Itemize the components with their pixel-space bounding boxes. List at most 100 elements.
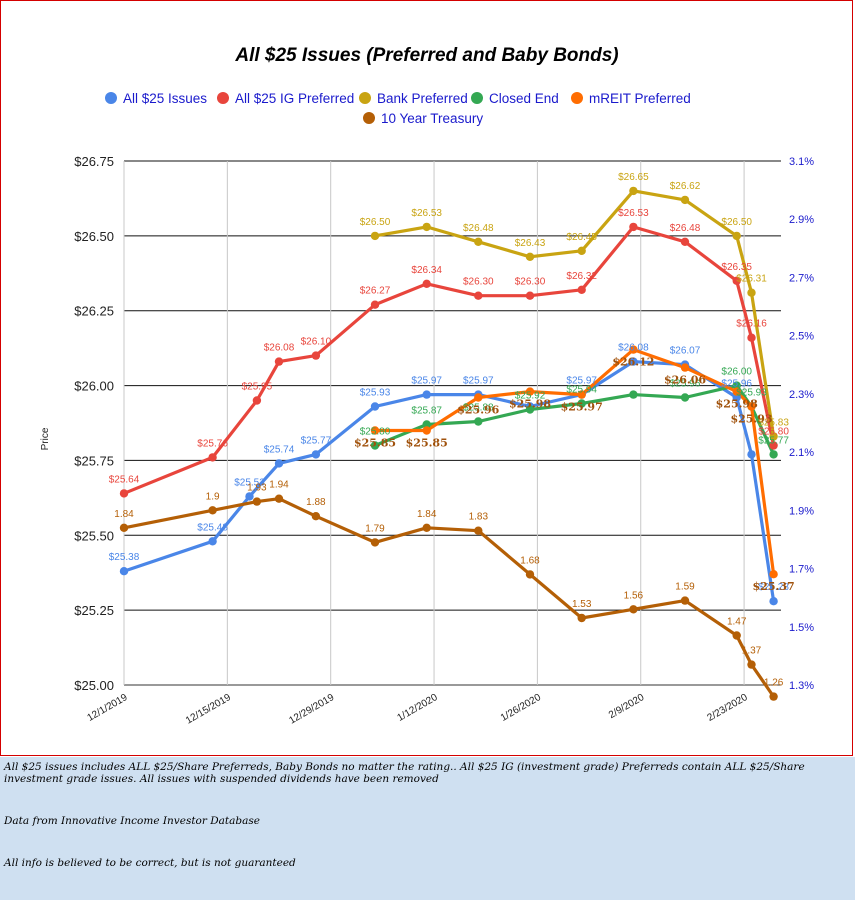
x-tick-label: 2/9/2020 xyxy=(607,692,647,721)
legend-label: All $25 IG Preferred xyxy=(235,91,354,106)
data-point xyxy=(208,453,217,462)
y-tick-label: $25.25 xyxy=(74,603,114,618)
data-label: $25.77 xyxy=(301,435,332,446)
data-point xyxy=(680,596,690,605)
data-label: $25.96 xyxy=(721,379,752,390)
data-label: $25.97 xyxy=(463,376,494,387)
data-label: $26.50 xyxy=(721,217,752,228)
data-label: $26.31 xyxy=(736,274,767,285)
data-label: 1.88 xyxy=(306,497,326,508)
data-label: $25.94 xyxy=(566,385,597,396)
data-label: $26.50 xyxy=(360,217,391,228)
data-label: $25.28 xyxy=(758,582,789,593)
data-label: $26.48 xyxy=(670,223,701,234)
data-label: $26.45 xyxy=(566,232,597,243)
data-point xyxy=(274,494,284,503)
data-point xyxy=(370,426,380,435)
data-label: $25.85 xyxy=(406,437,448,450)
data-label: $26.00 xyxy=(721,367,752,378)
data-point xyxy=(680,237,690,246)
series-line xyxy=(123,225,776,495)
data-label: $25.76 xyxy=(197,438,228,449)
data-label: $26.06 xyxy=(664,374,706,387)
data-point xyxy=(274,357,284,366)
data-point xyxy=(732,387,741,396)
data-point xyxy=(747,333,756,342)
data-point xyxy=(525,291,535,300)
series-points xyxy=(119,186,778,701)
legend-label: Closed End xyxy=(489,91,559,106)
legend-label: mREIT Preferred xyxy=(589,91,691,106)
data-point xyxy=(769,450,778,459)
data-label: $25.38 xyxy=(109,552,140,563)
data-label: $25.98 xyxy=(509,398,551,411)
data-label: $26.48 xyxy=(463,223,494,234)
footer-notes: All $25 issues includes ALL $25/Share Pr… xyxy=(0,757,855,900)
x-tick-label: 1/12/2020 xyxy=(396,692,440,724)
data-label: $25.92 xyxy=(515,391,546,402)
data-label: $26.43 xyxy=(515,238,546,249)
data-label: 1.59 xyxy=(675,582,695,593)
data-point xyxy=(732,231,741,241)
data-label: $26.12 xyxy=(612,356,654,369)
data-label: $26.08 xyxy=(264,343,295,354)
data-label: $26.53 xyxy=(411,208,442,219)
data-point xyxy=(769,432,778,441)
line-chart: All $25 Issues (Preferred and Baby Bonds… xyxy=(40,45,814,727)
data-label: $25.97 xyxy=(561,401,603,414)
data-point xyxy=(252,396,262,405)
data-label: $25.48 xyxy=(197,522,228,533)
data-label: $26.53 xyxy=(618,208,649,219)
data-point xyxy=(769,692,778,701)
data-label: 1.56 xyxy=(624,590,644,601)
data-label: $25.74 xyxy=(264,444,295,455)
data-point xyxy=(629,605,638,614)
legend-label: All $25 Issues xyxy=(123,91,207,106)
data-point xyxy=(680,393,690,402)
data-point xyxy=(370,402,380,411)
data-point xyxy=(119,567,129,576)
chart-frame: All $25 Issues (Preferred and Baby Bonds… xyxy=(0,0,853,756)
data-label: $25.95 xyxy=(242,382,273,393)
data-point xyxy=(680,363,690,372)
legend-marker xyxy=(363,112,375,124)
data-label: 1.83 xyxy=(469,512,489,523)
data-label: $25.85 xyxy=(354,437,396,450)
y-tick-label: $26.50 xyxy=(74,229,114,244)
data-point xyxy=(474,237,483,246)
y-axis-label: Price xyxy=(40,427,51,450)
data-point xyxy=(422,523,431,532)
data-point xyxy=(422,279,431,288)
y-tick-label: $26.25 xyxy=(74,304,114,319)
x-tick-label: 2/23/2020 xyxy=(706,692,750,724)
data-point xyxy=(577,390,586,399)
y-tick-label: $25.00 xyxy=(74,678,114,693)
footer-note-disclaimer: All info is believed to be correct, but … xyxy=(4,857,296,869)
data-label: $25.83 xyxy=(758,418,789,429)
y-tick-label: $26.00 xyxy=(74,379,114,394)
x-tick-label: 12/29/2019 xyxy=(287,692,336,727)
data-point xyxy=(680,195,690,205)
data-point xyxy=(732,276,741,285)
y2-tick-label: 3.1% xyxy=(789,156,814,168)
data-label: $25.53 xyxy=(234,477,265,488)
data-label: $26.08 xyxy=(618,343,649,354)
x-tick-label: 1/26/2020 xyxy=(499,692,543,724)
data-point xyxy=(245,492,254,501)
series-line xyxy=(374,189,776,437)
data-point xyxy=(370,300,380,309)
data-point xyxy=(525,387,535,396)
data-label: $25.77 xyxy=(758,435,789,446)
data-label: $25.96 xyxy=(457,404,499,417)
data-label: 1.68 xyxy=(520,555,540,566)
y2-tick-label: 2.1% xyxy=(789,447,814,459)
legend-marker xyxy=(571,92,583,104)
data-label: $25.37 xyxy=(753,580,795,593)
data-label: $26.34 xyxy=(411,265,442,276)
data-point xyxy=(370,441,380,450)
data-label: $25.98 xyxy=(716,398,758,411)
data-label: $26.35 xyxy=(721,262,752,273)
data-label: $26.27 xyxy=(360,286,391,297)
y-tick-label: $25.75 xyxy=(74,453,114,468)
data-label: $26.65 xyxy=(618,172,649,183)
